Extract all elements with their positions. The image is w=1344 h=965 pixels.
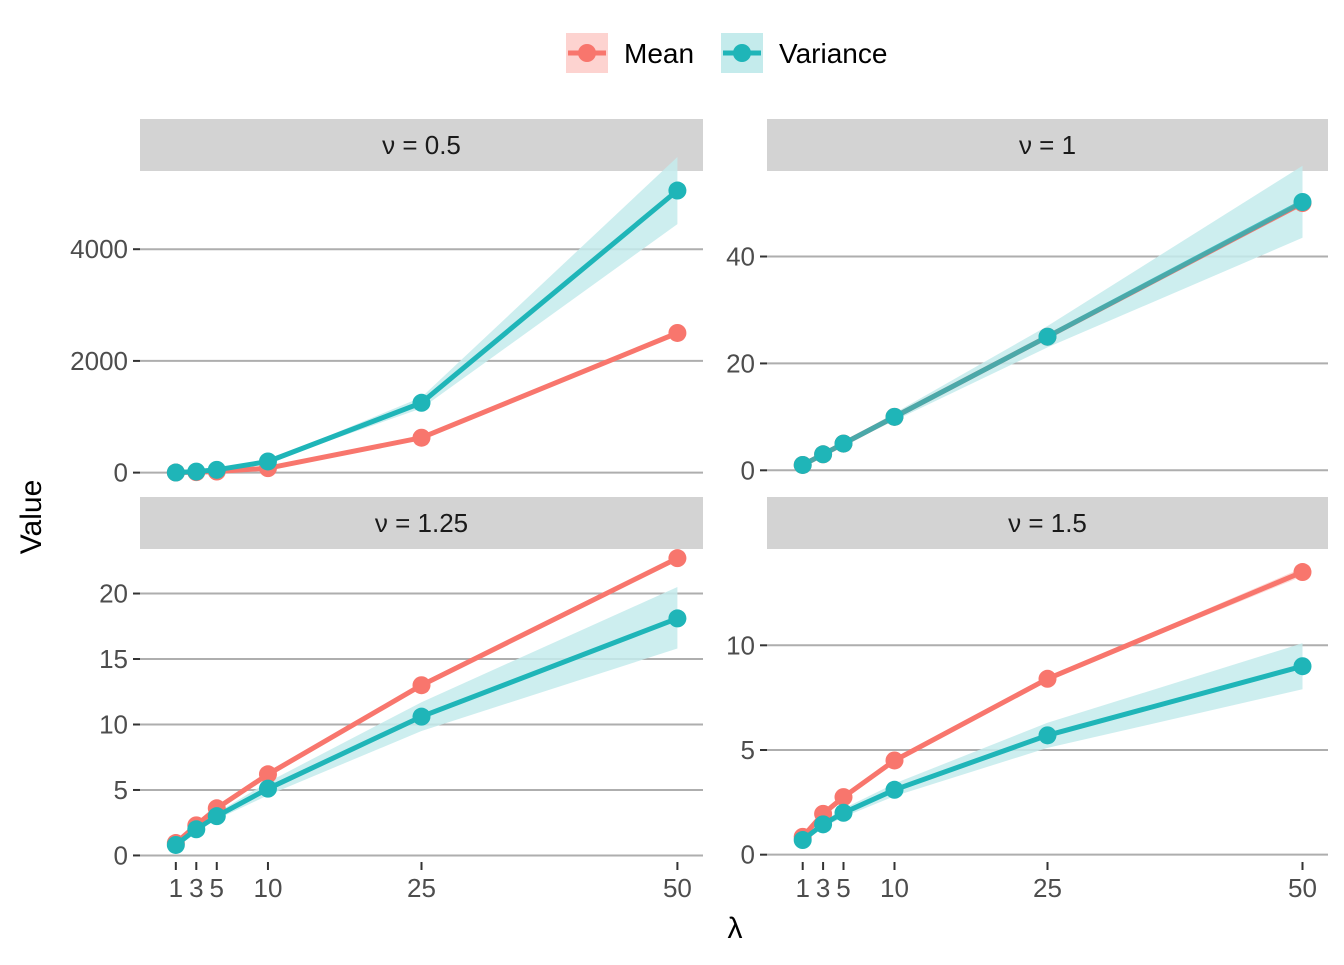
facet-strip-label: ν = 1.25 <box>375 508 468 538</box>
x-tick-label: 10 <box>880 873 909 903</box>
data-point-variance <box>187 820 206 839</box>
legend-key-point <box>733 44 751 62</box>
y-tick-label: 15 <box>99 644 128 674</box>
legend-key-point <box>578 44 596 62</box>
data-point-mean <box>412 428 431 447</box>
data-point-variance <box>412 707 431 726</box>
x-tick-label: 3 <box>189 873 203 903</box>
x-tick-label: 50 <box>1288 873 1317 903</box>
data-point-variance <box>207 807 226 826</box>
facet-strip-label: ν = 1 <box>1019 130 1076 160</box>
y-tick-label: 40 <box>726 242 755 272</box>
data-point-variance <box>258 452 277 471</box>
legend: Mean Variance <box>566 33 887 73</box>
data-point-mean <box>1038 669 1057 688</box>
legend-item-variance: Variance <box>721 33 887 73</box>
data-point-variance <box>166 463 185 482</box>
data-point-variance <box>1293 657 1312 676</box>
x-tick-label: 1 <box>795 873 809 903</box>
facet-strip <box>767 119 1328 171</box>
facet-strip <box>140 497 703 549</box>
data-point-variance <box>668 609 687 628</box>
x-tick-label: 25 <box>407 873 436 903</box>
data-point-variance <box>258 779 277 798</box>
data-point-variance <box>814 815 833 834</box>
data-point-mean <box>885 751 904 770</box>
y-axis-title: Value <box>15 480 48 555</box>
data-point-mean <box>1293 563 1312 582</box>
data-point-variance <box>668 181 687 200</box>
x-tick-label: 3 <box>816 873 830 903</box>
x-tick-label: 5 <box>210 873 224 903</box>
x-tick-label: 10 <box>253 873 282 903</box>
data-point-mean <box>258 765 277 784</box>
x-tick-label: 25 <box>1033 873 1062 903</box>
data-point-mean <box>412 676 431 695</box>
confidence-band-variance <box>802 165 1303 466</box>
x-tick-label: 50 <box>663 873 692 903</box>
data-point-variance <box>885 780 904 799</box>
y-tick-label: 0 <box>741 455 755 485</box>
facet-strip <box>140 119 703 171</box>
y-tick-label: 10 <box>726 630 755 660</box>
data-point-mean <box>834 788 853 807</box>
data-point-variance <box>187 462 206 481</box>
facet-strip <box>767 497 1328 549</box>
legend-label: Mean <box>624 38 694 69</box>
data-point-variance <box>793 455 812 474</box>
data-point-variance <box>1038 327 1057 346</box>
facet-strip-label: ν = 1.5 <box>1008 508 1087 538</box>
facet-panel-1: ν = 0.5 0 2000 4000 <box>70 119 703 488</box>
data-point-mean <box>668 549 687 568</box>
data-point-variance <box>834 434 853 453</box>
y-tick-label: 0 <box>114 840 128 870</box>
y-tick-label: 0 <box>741 840 755 870</box>
data-point-variance <box>166 835 185 854</box>
y-tick-label: 2000 <box>70 346 128 376</box>
x-tick-label: 1 <box>169 873 183 903</box>
data-point-variance <box>814 445 833 464</box>
facet-panel-2: ν = 1 0 20 40 <box>726 119 1328 485</box>
confidence-band-variance <box>175 157 678 473</box>
data-point-variance <box>1038 726 1057 745</box>
data-point-variance <box>1293 193 1312 211</box>
facet-strip-label: ν = 0.5 <box>382 130 461 160</box>
y-tick-label: 4000 <box>70 234 128 264</box>
data-point-variance <box>207 460 226 479</box>
legend-item-mean: Mean <box>566 33 694 73</box>
data-point-variance <box>834 803 853 822</box>
y-tick-label: 5 <box>114 775 128 805</box>
x-axis-title: λ <box>728 912 743 945</box>
y-tick-label: 0 <box>114 458 128 488</box>
y-tick-label: 5 <box>741 735 755 765</box>
data-point-variance <box>793 831 812 850</box>
x-tick-label: 5 <box>836 873 850 903</box>
y-tick-label: 20 <box>726 348 755 378</box>
data-point-mean <box>668 323 687 342</box>
legend-label: Variance <box>779 38 887 69</box>
data-point-variance <box>885 407 904 426</box>
data-point-variance <box>412 393 431 412</box>
y-tick-label: 20 <box>99 579 128 609</box>
y-tick-label: 10 <box>99 709 128 739</box>
